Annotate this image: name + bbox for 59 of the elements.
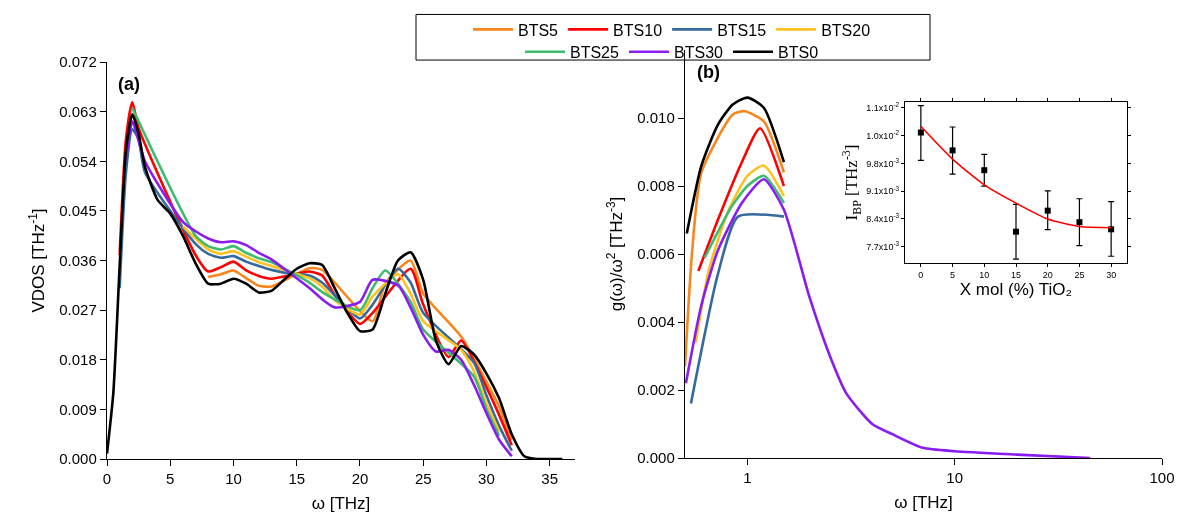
x-tick-label: 25 [414,470,432,488]
point [917,129,924,136]
point [981,167,988,174]
x-tick-label: 30 [1106,270,1117,280]
x-tick-label: 35 [541,470,559,488]
x-tick-label: 20 [351,470,369,488]
y-tick-label: 8.4x10$^{-3}$ [866,212,900,225]
y-tick-label: 0.045 [59,202,97,220]
x-tick-label: 5 [950,270,956,280]
y-tick-label: 7.7x10$^{-3}$ [866,240,900,252]
point [1076,219,1083,226]
x-tick-label: 10 [225,470,242,488]
x-tick-label: 0 [918,270,924,280]
y-tick-label: 0.002 [637,381,675,399]
y-tick-label: 1.1x10$^{-2}$ [866,101,900,114]
y-tick-label: 0.006 [637,245,675,263]
x-tick-label: 15 [288,470,306,488]
y-tick-label: 0.000 [59,450,97,468]
y-tick-label: 0.004 [637,313,675,331]
y-tick-label: 0.018 [59,351,97,368]
y-tick-label: 0.063 [59,102,97,120]
annotation: (b) [697,62,720,82]
x-axis-title: ω [THz] [894,492,953,512]
x-tick-label: 25 [1074,270,1085,280]
legend-label: BTS30 [674,43,724,61]
point [949,147,956,154]
legend-label: BTS15 [717,21,767,39]
y-tick-label: 0.000 [637,449,675,467]
y-tick-label: 0.010 [637,109,675,127]
legend-label: BTS10 [613,21,663,39]
x-tick-label: 30 [478,470,495,488]
point [1013,228,1019,235]
y-tick-label: 0.027 [59,301,97,319]
x-tick-label: 10 [979,270,990,280]
line-series [181,225,501,433]
x-tick-label: 5 [166,470,175,488]
annotation: (a) [118,74,140,94]
x-axis-title: ω [THz] [311,493,371,513]
legend-label: BTS20 [821,21,871,39]
y-tick-label: 0.072 [59,53,97,71]
x-tick-label: 1 [743,469,752,487]
y-tick-label: 0.054 [59,152,97,170]
y-tick-label: 9.1x10$^{-3}$ [866,184,900,197]
x-tick-label: 15 [1010,270,1022,280]
x-tick-label: 20 [1042,270,1053,280]
point [1108,226,1115,233]
y-tick-label: 0.009 [59,400,97,418]
y-tick-label: 1.0x10$^{-2}$ [866,129,900,141]
x-axis-title: X mol (%) TiO₂ [959,280,1073,300]
y-tick-label: 0.008 [637,177,675,195]
x-tick-label: 10 [946,469,964,487]
x-tick-label: 100 [1149,469,1175,487]
x-tick-label: 0 [102,470,112,488]
y-tick-label: 0.036 [59,251,97,269]
legend-label: BTS5 [518,21,559,39]
point [1044,207,1051,214]
y-tick-label: 9.8x10$^{-3}$ [866,156,900,169]
legend-label: BTS25 [570,43,620,61]
legend-label: BTS0 [778,43,819,61]
